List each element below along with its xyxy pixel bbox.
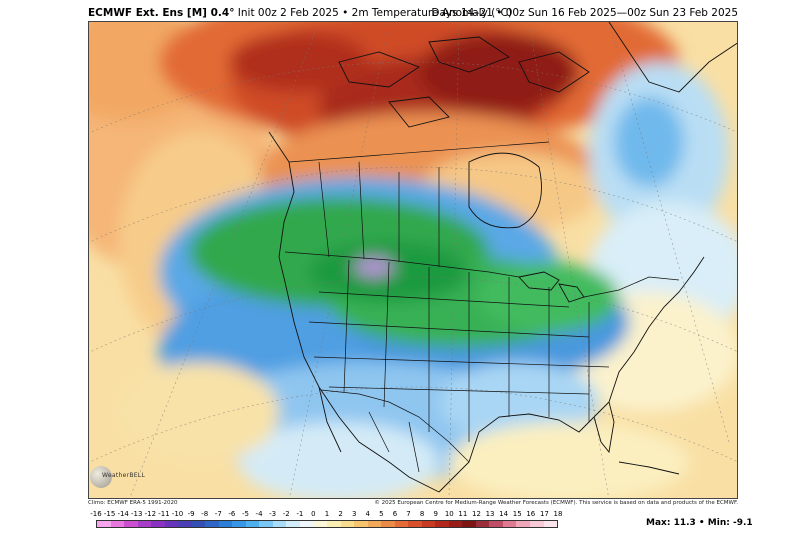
colorbar-swatch [543,521,558,527]
colorbar-ticks: -16 -15 -14 -13 -12 -11 -10 -9 -8 -7 -6 -5 -4 -3 -2 -1 0… [90,510,562,520]
weatherbell-logo: WeatherBELL [90,466,150,490]
colorbar [96,520,558,528]
colorbar-tick-label: 9 [433,510,438,518]
colorbar-tick-label: -8 [201,510,209,518]
map-canvas [89,22,737,498]
colorbar-tick-label: -14 [117,510,129,518]
colorbar-tick-label: 8 [419,510,425,518]
colorbar-tick-label: -15 [103,510,116,518]
colorbar-tick-label: -11 [158,510,170,518]
init-description: Init 00z 2 Feb 2025 • 2m Temperature Ano… [234,7,512,19]
colorbar-swatch [340,521,355,527]
logo-text: WeatherBELL [102,472,146,479]
colorbar-tick-label: 3 [351,510,357,518]
colorbar-swatch [408,521,422,527]
copyright-note: © 2025 European Centre for Medium-Range … [374,500,738,506]
colorbar-tick-label: -12 [144,510,157,518]
colorbar-swatch [394,521,409,527]
colorbar-tick-label: 2 [338,510,343,518]
colorbar-swatch [327,521,341,527]
colorbar-swatch [462,521,476,527]
colorbar-tick-label: 18 [553,510,563,518]
colorbar-swatch [435,521,449,527]
colorbar-tick-label: -13 [131,510,143,518]
colorbar-tick-label: -9 [187,510,195,518]
colorbar-swatch [530,521,544,527]
colorbar-swatch [97,521,111,527]
colorbar-tick-label: -1 [296,510,304,518]
colorbar-swatch [272,521,287,527]
colorbar-tick-label: 4 [365,510,370,518]
colorbar-tick-label: 14 [499,510,509,518]
anomaly-map[interactable] [88,21,738,499]
colorbar-tick-label: -2 [282,510,290,518]
colorbar-tick-label: -6 [228,510,236,518]
colorbar-tick-label: 6 [392,510,398,518]
colorbar-tick-label: -7 [214,510,222,518]
colorbar-tick-label: 0 [311,510,316,518]
colorbar-swatch [124,521,138,527]
colorbar-tick-label: 7 [406,510,411,518]
colorbar-swatch [245,521,260,527]
colorbar-tick-label: -10 [171,510,184,518]
political-borders [284,141,680,473]
colorbar-swatch [164,521,179,527]
colorbar-tick-label: 11 [458,510,468,518]
colorbar-tick-label: -5 [241,510,249,518]
colorbar-swatch [475,521,490,527]
logo-globe-icon [90,466,112,488]
colorbar-swatch [232,521,246,527]
colorbar-swatch [259,521,273,527]
colorbar-swatch [137,521,152,527]
colorbar-swatch [502,521,517,527]
model-title: ECMWF Ext. Ens [M] 0.4° [88,7,235,19]
colorbar-swatch [110,521,125,527]
colorbar-tick-label: 16 [526,510,536,518]
colorbar-swatch [354,521,368,527]
colorbar-swatch [205,521,219,527]
colorbar-tick-label: 1 [324,510,330,518]
colorbar-swatch [191,521,206,527]
colorbar-tick-label: 10 [444,510,454,518]
colorbar-swatch [218,521,233,527]
colorbar-swatch [489,521,503,527]
valid-period: Days 14–21 • 00z Sun 16 Feb 2025—00z Sun… [431,7,738,19]
colorbar-tick-label: 15 [512,510,522,518]
colorbar-tick-label: 5 [379,510,384,518]
colorbar-swatch [178,521,192,527]
colorbar-swatch [299,521,314,527]
graticule [89,22,737,498]
colorbar-swatch [151,521,165,527]
colorbar-tick-label: 13 [485,510,495,518]
colorbar-swatch [516,521,530,527]
colorbar-swatch [286,521,300,527]
colorbar-swatch [448,521,463,527]
colorbar-tick-label: 17 [539,510,549,518]
colorbar-swatch [313,521,328,527]
colorbar-swatch [421,521,436,527]
colorbar-tick-label: -16 [90,510,102,518]
colorbar-tick-label: -3 [269,510,277,518]
colorbar-swatch [381,521,395,527]
colorbar-swatch [367,521,382,527]
colorbar-tick-label: 12 [472,510,481,518]
colorbar-tick-label: -4 [255,510,263,518]
max-min-stats: Max: 11.3 • Min: -9.1 [646,518,753,528]
temperature-anomaly-field [89,22,737,498]
map-header: ECMWF Ext. Ens [M] 0.4° Init 00z 2 Feb 2… [88,5,738,21]
climo-note: Climo: ECMWF ERA-5 1991-2020 [88,500,178,506]
